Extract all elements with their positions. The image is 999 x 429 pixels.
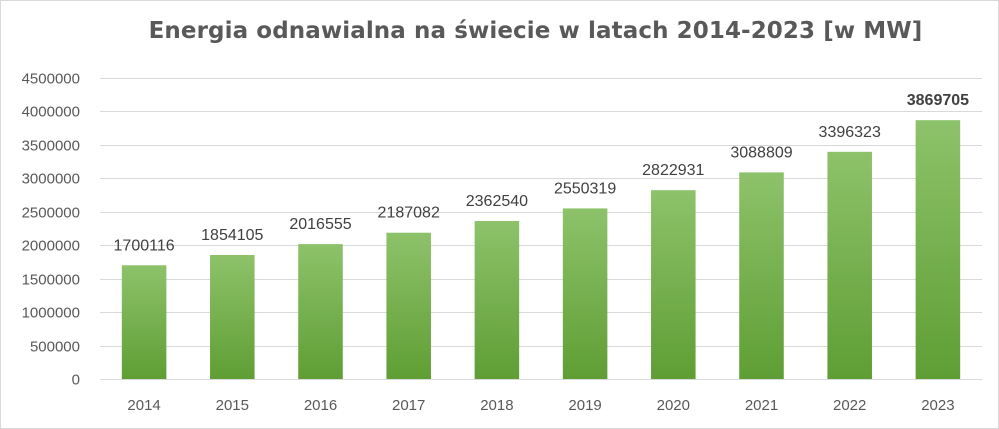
x-tick-label-2019: 2019	[568, 397, 601, 414]
data-label-2018: 2362540	[466, 193, 528, 210]
bar-2022	[827, 151, 872, 379]
y-tick-label: 4000000	[22, 104, 80, 121]
bars	[121, 120, 961, 379]
x-tick-label-2021: 2021	[745, 397, 778, 414]
data-label-2022: 3396323	[819, 124, 881, 141]
x-tick-label-2018: 2018	[480, 397, 513, 414]
bar-2023	[915, 120, 961, 379]
bar-2015	[210, 254, 255, 379]
bar-2016	[298, 244, 343, 379]
bar-2020	[651, 190, 696, 379]
y-tick-label: 4500000	[22, 71, 80, 88]
x-tick-label-2020: 2020	[657, 397, 690, 414]
y-tick-label: 500000	[30, 339, 80, 356]
x-tick-label-2016: 2016	[304, 397, 337, 414]
bar-2018	[474, 220, 520, 379]
data-label-2020: 2822931	[642, 162, 704, 179]
data-label-2017: 2187082	[378, 205, 440, 222]
y-tick-label: 1000000	[22, 305, 80, 322]
y-tick-label: 0	[72, 372, 80, 389]
y-tick-label: 3500000	[22, 138, 80, 155]
data-label-2021: 3088809	[730, 144, 792, 161]
bar-2017	[386, 232, 431, 379]
data-label-2015: 1854105	[201, 227, 263, 244]
data-labels: 1700116 1854105 2016555 2187082 2362540 25503…	[114, 92, 970, 254]
bar-2019	[562, 208, 608, 379]
bar-2014	[121, 265, 167, 379]
y-tick-label: 3000000	[22, 171, 80, 188]
x-tick-label-2023: 2023	[921, 397, 954, 414]
data-label-2023: 3869705	[907, 92, 969, 109]
data-label-2016: 2016555	[289, 216, 351, 233]
y-tick-label: 2000000	[22, 238, 80, 255]
data-label-2019: 2550319	[554, 180, 616, 197]
y-axis: 0 500000 1000000 1500000 2000000 2500000 30000…	[22, 71, 80, 389]
data-label-2014: 1700116	[114, 237, 175, 254]
x-axis: 2014 2015 2016 2017 2018 2019 2020 2021 2022 2023	[127, 397, 954, 414]
x-tick-label-2014: 2014	[127, 397, 160, 414]
y-tick-label: 1500000	[22, 272, 80, 289]
x-tick-label-2022: 2022	[833, 397, 866, 414]
x-tick-label-2015: 2015	[216, 397, 249, 414]
chart-title: Energia odnawialna na świecie w latach 2…	[148, 18, 923, 44]
x-tick-label-2017: 2017	[392, 397, 425, 414]
bar-2021	[739, 172, 784, 379]
y-tick-label: 2500000	[22, 205, 80, 222]
